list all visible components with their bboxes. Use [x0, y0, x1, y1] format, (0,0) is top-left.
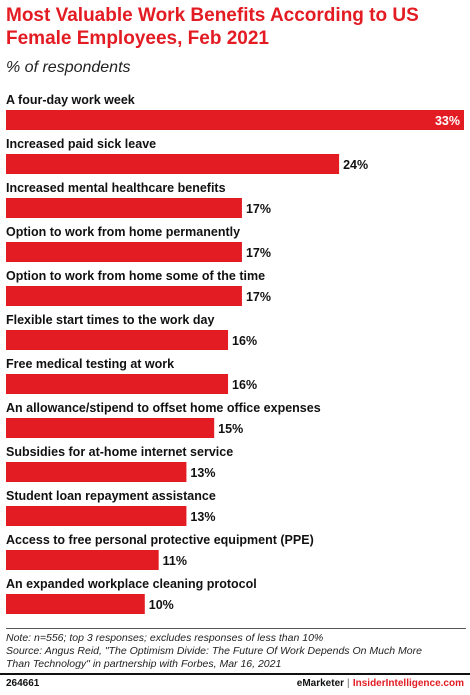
chart-subtitle: % of respondents — [6, 59, 131, 76]
category-label: Option to work from home some of the tim… — [6, 269, 265, 283]
bar — [6, 110, 464, 130]
bar — [6, 550, 159, 570]
value-label: 17% — [246, 246, 271, 260]
category-label: Option to work from home permanently — [6, 225, 240, 239]
value-label: 10% — [149, 598, 174, 612]
category-label: Student loan repayment assistance — [6, 489, 216, 503]
value-label: 17% — [246, 290, 271, 304]
value-label: 11% — [163, 554, 187, 568]
bar-chart: A four-day work week 33% Increased paid si… — [6, 93, 464, 614]
footer-divider — [0, 673, 470, 675]
bar — [6, 462, 187, 482]
value-label: 15% — [218, 422, 243, 436]
category-label: Free medical testing at work — [6, 357, 174, 371]
brand-site[interactable]: InsiderIntelligence.com — [352, 678, 464, 689]
category-label: Subsidies for at-home internet service — [6, 445, 233, 459]
category-label: Flexible start times to the work day — [6, 313, 214, 327]
brand-name: eMarketer — [296, 678, 345, 689]
value-label: 13% — [190, 466, 215, 480]
note-divider — [6, 628, 466, 629]
category-label: Increased mental healthcare benefits — [6, 181, 226, 195]
category-label: An expanded workplace cleaning protocol — [6, 577, 257, 591]
value-label: 13% — [190, 510, 215, 524]
bar — [6, 286, 242, 306]
bar — [6, 154, 340, 174]
bar — [6, 330, 229, 350]
category-label: An allowance/stipend to offset home offi… — [6, 401, 321, 415]
chart-note: Note: n=556; top 3 responses; excludes r… — [6, 632, 446, 671]
bar — [6, 418, 215, 438]
value-label: 16% — [232, 334, 257, 348]
bar — [6, 374, 229, 394]
footer-brand: eMarketer | InsiderIntelligence.com — [297, 678, 464, 689]
bar — [6, 198, 242, 218]
bar — [6, 506, 187, 526]
value-label: 24% — [343, 158, 368, 172]
category-label: A four-day work week — [6, 93, 135, 107]
source-text: Source: Angus Reid, "The Optimism Divide… — [6, 645, 422, 670]
value-label: 17% — [246, 202, 271, 216]
chart-title: Most Valuable Work Benefits According to… — [6, 5, 419, 49]
value-label: 33% — [435, 114, 460, 128]
category-label: Increased paid sick leave — [6, 137, 156, 151]
brand-separator: | — [347, 678, 350, 689]
chart-id: 264661 — [6, 678, 40, 689]
value-label: 16% — [232, 378, 257, 392]
category-label: Access to free personal protective equip… — [6, 533, 314, 547]
bar — [6, 594, 145, 614]
bar — [6, 242, 242, 262]
note-text: Note: n=556; top 3 responses; excludes r… — [6, 632, 324, 644]
